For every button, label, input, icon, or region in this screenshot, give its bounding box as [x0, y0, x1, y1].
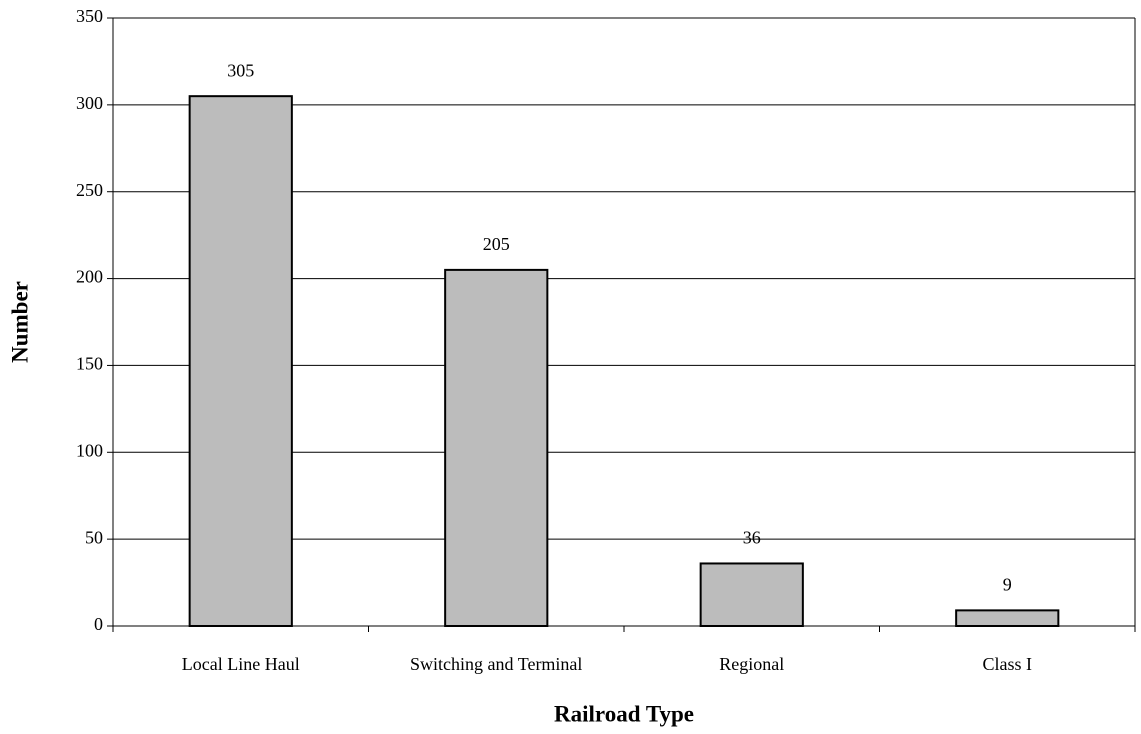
y-tick-label: 250 — [76, 180, 103, 200]
bar — [188, 95, 293, 627]
data-label: 9 — [1003, 574, 1012, 594]
data-label: 205 — [483, 234, 510, 254]
bar — [444, 268, 549, 627]
y-tick-label: 300 — [76, 93, 103, 113]
x-axis-title: Railroad Type — [554, 701, 694, 726]
x-tick-label: Switching and Terminal — [410, 654, 582, 674]
x-tick-label: Class I — [983, 654, 1033, 674]
y-tick-label: 350 — [76, 6, 103, 26]
x-tick-label: Regional — [719, 654, 784, 674]
data-label: 305 — [227, 60, 254, 80]
data-label: 36 — [743, 528, 761, 548]
y-tick-label: 200 — [76, 267, 103, 287]
bar — [955, 609, 1060, 628]
y-tick-label: 100 — [76, 440, 103, 460]
y-axis-title: Number — [7, 281, 32, 363]
y-tick-label: 0 — [94, 614, 103, 634]
x-tick-label: Local Line Haul — [182, 654, 300, 674]
bar — [699, 562, 804, 627]
y-tick-label: 150 — [76, 354, 103, 374]
y-tick-label: 50 — [85, 527, 103, 547]
